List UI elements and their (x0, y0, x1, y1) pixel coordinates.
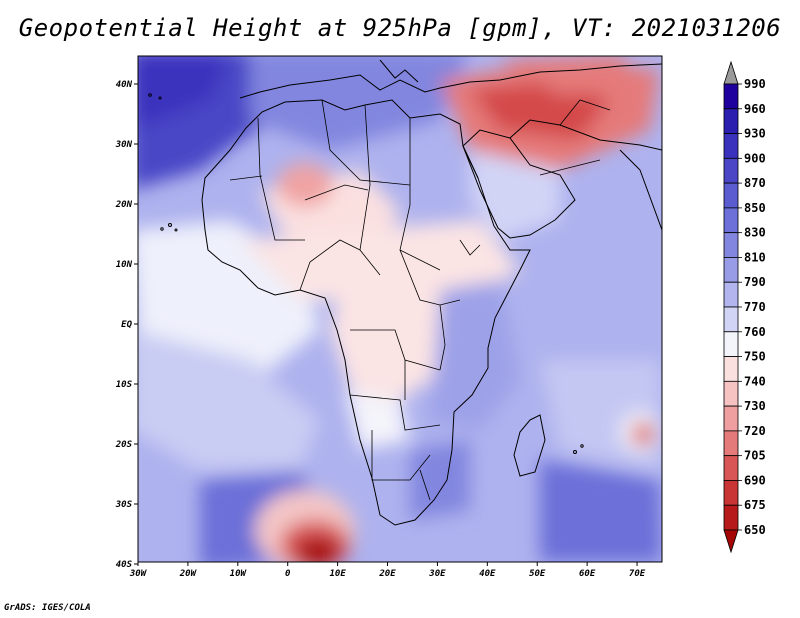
plot-frame (137, 55, 663, 563)
colorbar-swatch (723, 108, 739, 134)
colorbar-swatch (723, 480, 739, 506)
colorbar-label: 870 (744, 176, 766, 190)
lat-tick-label: 10S (116, 380, 133, 390)
height-field (138, 56, 662, 562)
colorbar-label: 740 (744, 374, 766, 388)
colorbar-swatch (723, 83, 739, 110)
colorbar-swatch (723, 232, 739, 258)
colorbar-swatch (723, 257, 739, 283)
colorbar-label: 790 (744, 275, 766, 289)
colorbar-label: 675 (744, 498, 766, 512)
lon-tick-label: 30E (428, 569, 446, 579)
colorbar-label: 830 (744, 226, 766, 240)
lat-tick-label: 20N (115, 200, 133, 210)
lon-tick-label: 10E (329, 569, 346, 579)
colorbar-label: 930 (744, 127, 766, 141)
country-borders (229, 99, 611, 501)
lon-tick-label: 50E (529, 569, 546, 579)
colorbar-label: 750 (744, 350, 766, 364)
lon-tick-label: 40E (479, 569, 496, 579)
lon-tick-label: 20E (378, 569, 396, 579)
colorbar-label: 650 (744, 523, 766, 537)
colorbar-swatch (723, 455, 739, 481)
colorbar: 990 960 930 900 870 850 830 810 790 770 760 750 740 7… (723, 60, 766, 554)
colorbar-swatch (723, 356, 739, 382)
lon-tick-label: 70E (629, 569, 646, 579)
colorbar-swatch (723, 182, 739, 209)
lon-tick-label: 60E (579, 569, 596, 579)
colorbar-swatch (723, 207, 739, 234)
lat-tick-label: 10N (116, 260, 133, 270)
lat-tick-label: 40N (116, 80, 133, 90)
colorbar-label: 730 (744, 399, 766, 413)
lat-tick-label: 30N (115, 140, 133, 150)
colorbar-swatch (723, 380, 739, 407)
lon-tick-label: 20W (179, 569, 198, 579)
lon-tick-label: 0 (285, 569, 291, 579)
colorbar-label: 705 (744, 449, 766, 463)
colorbar-swatch (723, 331, 739, 357)
lon-tick-label: 10W (230, 569, 248, 579)
coastlines (148, 59, 662, 526)
colorbar-label: 760 (744, 325, 766, 339)
colorbar-label: 810 (744, 250, 766, 264)
colorbar-label: 900 (744, 151, 766, 165)
colorbar-bottom-arrow (723, 529, 739, 554)
colorbar-label: 850 (744, 201, 766, 215)
colorbar-label: 960 (744, 102, 766, 116)
lat-tick-label: 40S (116, 560, 133, 570)
colorbar-label: 690 (744, 473, 766, 487)
colorbar-label: 770 (744, 300, 766, 314)
credit-text: GrADS: IGES/COLA (4, 603, 91, 613)
colorbar-top-arrow (723, 60, 739, 85)
colorbar-swatch (723, 281, 739, 308)
colorbar-swatch (723, 405, 739, 432)
colorbar-swatch (723, 306, 739, 333)
lat-tick-label: 20S (115, 440, 133, 450)
colorbar-swatch (723, 430, 739, 457)
colorbar-label: 990 (744, 77, 766, 91)
axis-ticks: 30W 20W 10W 0 10E 20E 30E 40E 50E 60E 70E 40N 30N 20N… (115, 80, 646, 579)
colorbar-swatch (723, 504, 739, 531)
colorbar-label: 720 (744, 424, 766, 438)
colorbar-swatch (723, 133, 739, 159)
chart-title: Geopotential Height at 925hPa [gpm], VT:… (18, 14, 782, 42)
lon-tick-label: 30W (129, 569, 148, 579)
colorbar-swatch (723, 157, 739, 184)
lat-tick-label: EQ (121, 320, 132, 330)
lat-tick-label: 30S (115, 500, 133, 510)
